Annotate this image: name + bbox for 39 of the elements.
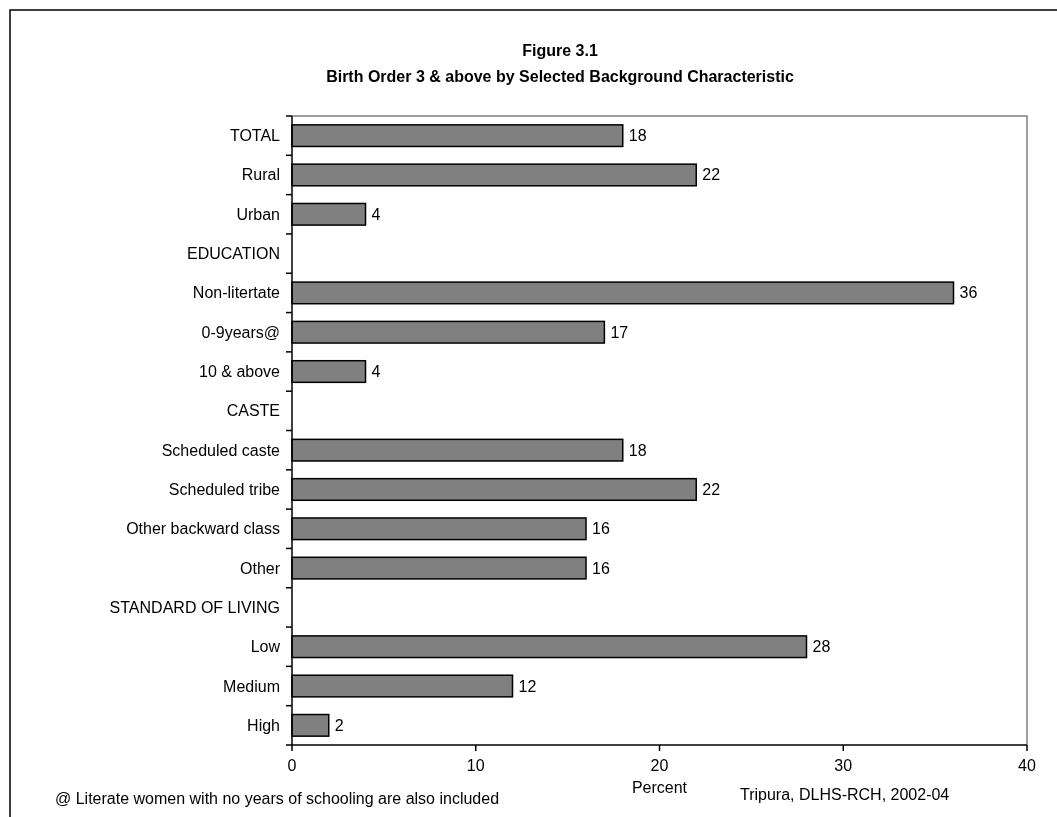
data-label: 16 — [592, 559, 610, 577]
y-tick-label: Scheduled tribe — [168, 480, 281, 498]
y-tick-label: EDUCATION — [186, 245, 280, 263]
y-tick-label: CASTE — [226, 402, 280, 420]
x-tick-label: 40 — [1018, 757, 1036, 774]
y-tick-label: Low — [250, 638, 281, 656]
data-label: 18 — [628, 127, 647, 145]
y-tick-label: Urban — [236, 205, 280, 223]
y-tick-label: 0-9years@ — [201, 323, 280, 341]
x-tick-label: 0 — [287, 757, 297, 774]
y-tick-label: Medium — [223, 677, 280, 695]
data-label: 12 — [518, 677, 537, 695]
y-tick-label: Other — [239, 559, 281, 577]
data-label: 4 — [371, 363, 381, 381]
y-tick-label: 10 & above — [199, 363, 281, 381]
data-label: 18 — [628, 441, 647, 459]
text: @ Literate women with no years of schooling are also included — [55, 790, 500, 807]
y-tick-label: Rural — [241, 166, 280, 184]
text: Tripura, DLHS-RCH, 2002-04 — [740, 786, 950, 803]
y-tick-label: STANDARD OF LIVING — [109, 598, 280, 616]
y-tick-label: Non-litertate — [192, 284, 281, 302]
data-label: 22 — [702, 480, 721, 498]
data-label: 28 — [812, 638, 831, 656]
chart-subtitle: Birth Order 3 & above by Selected Background Characteristic — [326, 68, 794, 85]
data-label: 17 — [610, 323, 629, 341]
x-axis-title: Percent — [631, 779, 688, 796]
chart-title: Figure 3.1 — [522, 42, 598, 59]
data-label: 16 — [592, 520, 610, 538]
y-tick-label: High — [247, 716, 280, 734]
x-tick-label: 30 — [834, 757, 853, 774]
data-label: 22 — [702, 166, 721, 184]
data-label: 36 — [959, 284, 978, 302]
y-tick-label: TOTAL — [229, 127, 281, 145]
y-tick-label: Other backward class — [126, 520, 280, 538]
data-label: 4 — [371, 205, 381, 223]
y-tick-label: Scheduled caste — [161, 441, 281, 459]
x-tick-label: 10 — [466, 757, 485, 774]
x-tick-label: 20 — [650, 757, 669, 774]
data-label: 2 — [334, 716, 344, 734]
